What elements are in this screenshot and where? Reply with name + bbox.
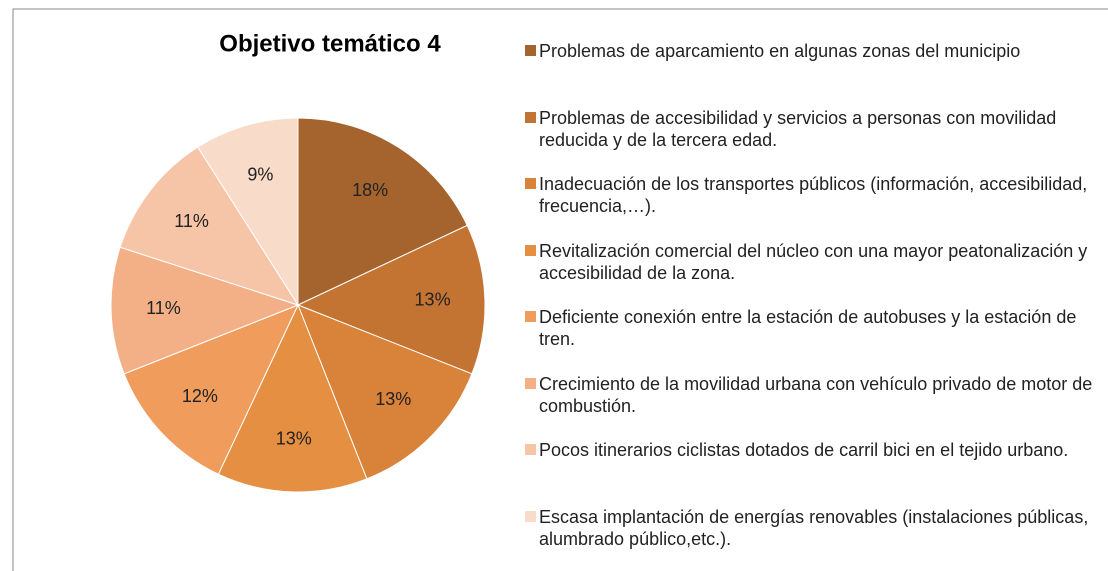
- pie-slice: [119, 146, 300, 306]
- data-label: 13%: [276, 428, 312, 448]
- pie-slice: [297, 117, 468, 306]
- data-label: 12%: [182, 386, 218, 406]
- legend-item: Problemas de aparcamiento en algunas zon…: [525, 40, 1108, 62]
- legend-item: Inadecuación de los transportes públicos…: [525, 173, 1108, 217]
- legend-label: Problemas de aparcamiento en algunas zon…: [539, 41, 1021, 61]
- legend-swatch: [525, 444, 536, 455]
- pie-slice: [217, 303, 368, 493]
- legend-label: Inadecuación de los transportes públicos…: [539, 174, 1088, 216]
- data-label: 13%: [375, 389, 411, 409]
- data-label: 11%: [174, 211, 209, 231]
- pie-slice: [296, 224, 486, 375]
- legend-label: Escasa implantación de energías renovabl…: [539, 506, 1089, 549]
- legend-swatch: [525, 45, 536, 56]
- legend-label: Deficiente conexión entre la estación de…: [539, 307, 1077, 349]
- chart-frame: [12, 8, 1108, 571]
- pie-slice: [297, 304, 473, 480]
- chart-title: Objetivo temático 4: [219, 30, 441, 57]
- legend-item: Deficiente conexión entre la estación de…: [525, 306, 1108, 350]
- legend-item: Escasa implantación de energías renovabl…: [525, 506, 1108, 550]
- legend-swatch: [525, 111, 536, 123]
- legend-swatch: [525, 178, 536, 189]
- legend-label: Problemas de accesibilidad y servicios a…: [539, 107, 1057, 150]
- legend-item: Pocos itinerarios ciclistas dotados de c…: [525, 439, 1108, 461]
- pie-slice: [197, 117, 299, 307]
- legend-swatch: [525, 311, 536, 322]
- pie-slice: [123, 304, 299, 475]
- data-label: 18%: [352, 180, 388, 200]
- legend-item: Revitalización comercial del núcleo con …: [525, 240, 1108, 284]
- legend-label: Pocos itinerarios ciclistas dotados de c…: [539, 440, 1069, 460]
- legend-swatch: [525, 510, 536, 522]
- pie-slice: [110, 246, 300, 375]
- data-label: 9%: [247, 164, 273, 184]
- legend-item: Crecimiento de la movilidad urbana con v…: [525, 373, 1108, 417]
- legend-label: Revitalización comercial del núcleo con …: [539, 240, 1088, 283]
- legend-swatch: [525, 244, 536, 256]
- legend-item: Problemas de accesibilidad y servicios a…: [525, 107, 1108, 151]
- legend-label: Crecimiento de la movilidad urbana con v…: [539, 373, 1093, 416]
- data-label: 11%: [146, 298, 181, 318]
- data-label: 13%: [415, 290, 451, 310]
- legend-swatch: [525, 377, 536, 389]
